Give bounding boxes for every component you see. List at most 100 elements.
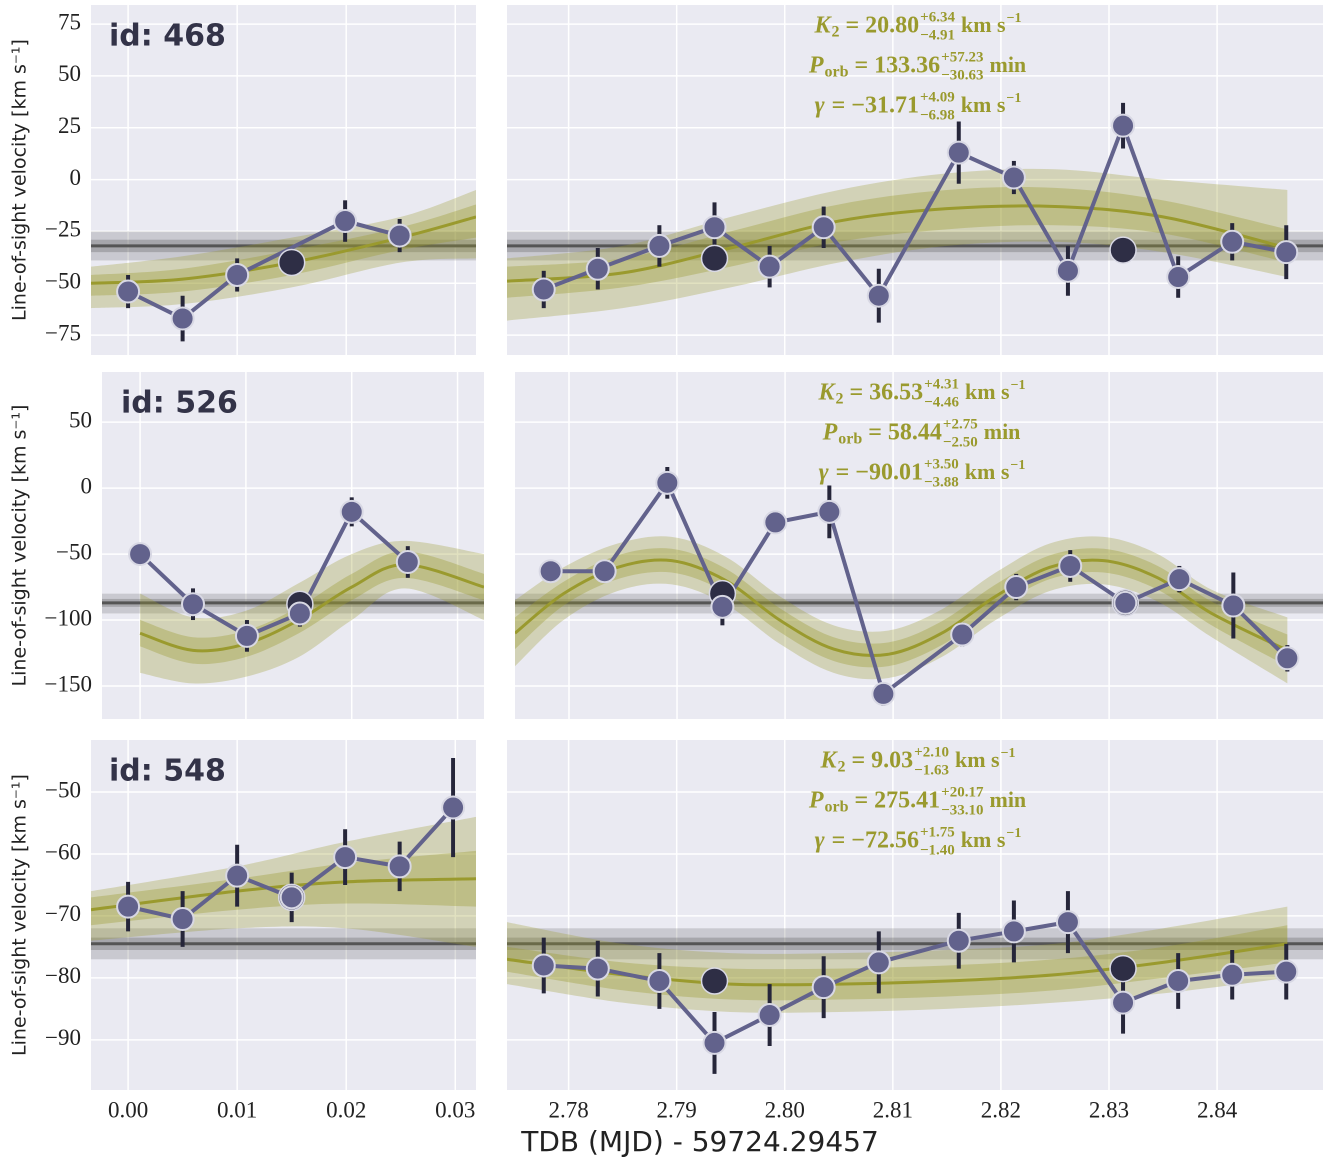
data-point — [170, 907, 195, 932]
data-point — [950, 622, 975, 647]
data-point — [234, 623, 259, 648]
annotation-unit_exp: −1 — [1010, 458, 1025, 473]
annotation-minus: −4.91 — [920, 27, 955, 43]
data-point — [1221, 593, 1246, 618]
data-point — [1220, 962, 1245, 987]
data-point — [811, 215, 836, 240]
x-tick-label: 2.80 — [765, 1097, 805, 1122]
data-point — [647, 968, 672, 993]
data-point — [1166, 968, 1191, 993]
annotation-symbol: K — [813, 13, 832, 39]
annotation-value: = −31.71 — [832, 93, 919, 119]
annotation-symbol: K — [819, 748, 838, 774]
fit-annotation: γ = −90.01 +3.50 −3.88 km s −1 — [819, 456, 1026, 490]
x-tick-label: 2.84 — [1197, 1097, 1238, 1122]
data-point — [710, 594, 735, 619]
annotation-value: = 58.44 — [868, 420, 942, 446]
data-point — [585, 956, 610, 981]
y-tick-label: −150 — [45, 671, 92, 696]
data-point — [1055, 910, 1080, 935]
annotation-symbol: P — [808, 788, 824, 814]
annotation-sub: 2 — [837, 759, 845, 776]
annotation-value: = 275.41 — [854, 788, 940, 814]
model-band — [507, 187, 1288, 298]
data-point — [1004, 575, 1029, 600]
data-point — [866, 950, 891, 975]
y-axis-label: Line-of-sight velocity [km s⁻¹] — [9, 405, 31, 687]
data-point — [170, 306, 195, 331]
annotation-minus: −1.40 — [920, 842, 955, 858]
data-point — [1001, 165, 1026, 190]
highlight-point — [1109, 954, 1137, 983]
data-point — [225, 863, 250, 888]
panel-background — [515, 372, 1323, 719]
annotation-unit: min — [984, 419, 1021, 444]
x-tick-label: 0.00 — [108, 1097, 148, 1122]
x-tick-label: 0.01 — [217, 1097, 257, 1122]
panel-id-label: id: 548 — [109, 754, 226, 789]
y-tick-label: −50 — [45, 777, 81, 802]
annotation-plus: +2.75 — [943, 416, 978, 432]
panel — [91, 5, 476, 355]
annotation-unit: km s — [961, 827, 1006, 852]
model-line — [507, 204, 1288, 283]
panel-background — [91, 740, 476, 1090]
data-point — [871, 681, 896, 706]
data-point — [538, 559, 563, 584]
data-point — [1001, 919, 1026, 944]
y-tick-label: 50 — [58, 61, 81, 86]
data-point — [702, 1030, 727, 1055]
data-point — [339, 499, 364, 524]
data-point — [946, 928, 971, 953]
annotation-plus: +1.75 — [920, 824, 955, 840]
data-point — [757, 1003, 782, 1028]
x-tick-label: 2.83 — [1089, 1097, 1129, 1122]
fit-annotation: γ = −72.56 +1.75 −1.40 km s −1 — [815, 824, 1022, 858]
model-band — [91, 204, 476, 296]
data-point — [387, 854, 412, 879]
data-point — [763, 510, 788, 535]
y-tick-label: −70 — [45, 901, 81, 926]
annotation-unit: km s — [961, 92, 1006, 117]
annotation-unit: min — [989, 52, 1026, 77]
y-tick-label: −50 — [45, 269, 81, 294]
annotation-plus: +57.23 — [941, 49, 983, 65]
panel — [91, 740, 476, 1090]
annotation-sub: orb — [838, 431, 862, 448]
y-tick-label: −50 — [56, 539, 92, 564]
y-tick-label: 75 — [58, 9, 81, 34]
annotation-unit_exp: −1 — [1007, 11, 1022, 26]
data-point — [1111, 113, 1136, 138]
annotation-unit: km s — [955, 747, 1000, 772]
y-tick-label: 25 — [58, 113, 81, 138]
data-point — [1275, 646, 1300, 671]
annotation-symbol: P — [822, 420, 838, 446]
panel — [102, 372, 484, 719]
data-point — [585, 256, 610, 281]
annotation-sub: orb — [824, 64, 848, 81]
data-point — [1274, 240, 1299, 265]
y-tick-label: 0 — [70, 165, 82, 190]
panel-id-label: id: 526 — [121, 386, 238, 421]
annotation-plus: +20.17 — [941, 784, 984, 800]
x-tick-label: 2.78 — [548, 1097, 588, 1122]
y-tick-label: −60 — [45, 839, 81, 864]
y-tick-label: −90 — [45, 1025, 81, 1050]
annotation-minus: −30.63 — [941, 67, 983, 83]
annotation-symbol: K — [817, 380, 836, 406]
fit-annotation: K 2 = 20.80 +6.34 −4.91 km s −1 — [813, 9, 1021, 43]
annotation-sub: orb — [824, 799, 848, 816]
annotation-value: = −90.01 — [836, 460, 923, 486]
panel-background — [102, 372, 484, 719]
x-tick-label: 2.81 — [873, 1097, 913, 1122]
data-point — [647, 233, 672, 258]
data-point — [387, 223, 412, 248]
data-point — [531, 953, 556, 978]
annotation-value: = 133.36 — [854, 53, 940, 79]
panel-background — [507, 740, 1323, 1090]
annotation-plus: +6.34 — [920, 9, 955, 25]
data-point — [866, 283, 891, 308]
